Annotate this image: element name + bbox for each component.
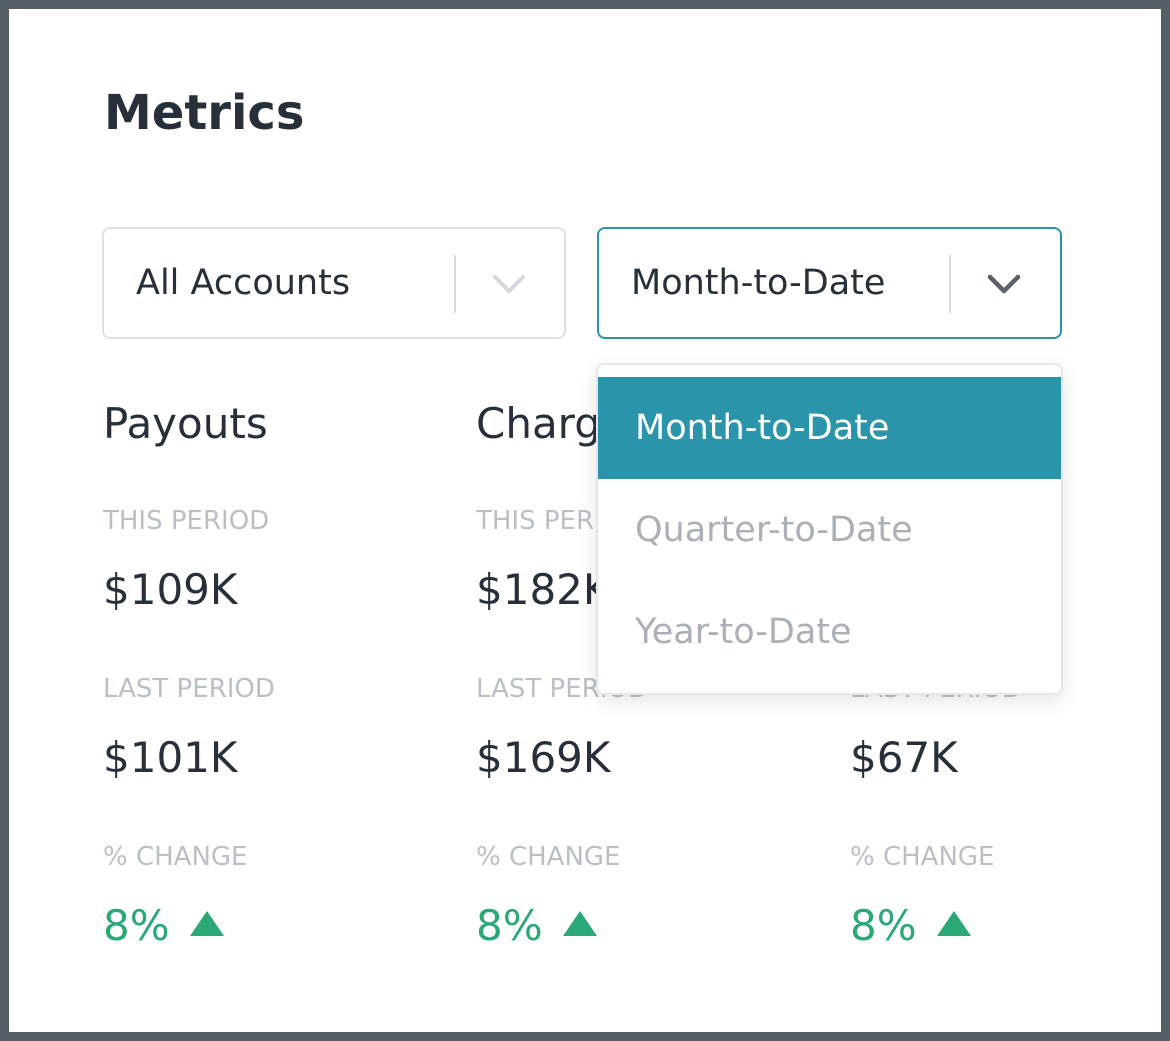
period-option-quarter-to-date[interactable]: Quarter-to-Date: [635, 510, 913, 550]
period-option-year-to-date[interactable]: Year-to-Date: [635, 612, 852, 652]
this-period-label: THIS PERIOD: [103, 506, 270, 536]
period-dropdown-menu: Month-to-Date Quarter-to-Date Year-to-Da…: [596, 363, 1063, 695]
change-value-row: 8%: [476, 898, 597, 954]
change-label: % CHANGE: [850, 842, 995, 872]
last-period-label: LAST PERIOD: [103, 674, 275, 704]
change-value: 8%: [103, 901, 170, 950]
last-period-value: $169K: [476, 733, 611, 782]
metrics-card: Metrics All Accounts Month-to-Date Payou…: [9, 9, 1161, 1032]
period-option-month-to-date[interactable]: Month-to-Date: [598, 377, 1061, 479]
accounts-select[interactable]: All Accounts: [102, 227, 566, 339]
change-value-row: 8%: [103, 898, 224, 954]
triangle-up-icon: [189, 911, 224, 936]
last-period-value: $101K: [103, 733, 238, 782]
metric-title: Payouts: [103, 399, 268, 448]
select-divider: [949, 255, 951, 313]
change-label: % CHANGE: [476, 842, 621, 872]
triangle-up-icon: [936, 911, 971, 936]
period-select-value: Month-to-Date: [631, 263, 886, 303]
triangle-up-icon: [562, 911, 597, 936]
select-divider: [454, 255, 456, 313]
change-value-row: 8%: [850, 898, 971, 954]
last-period-value: $67K: [850, 733, 958, 782]
accounts-select-value: All Accounts: [136, 263, 351, 303]
chevron-down-icon[interactable]: [986, 267, 1022, 299]
change-value: 8%: [850, 901, 917, 950]
page-title: Metrics: [104, 85, 305, 141]
this-period-value: $182K: [476, 565, 611, 614]
chevron-down-icon[interactable]: [491, 267, 527, 299]
change-value: 8%: [476, 901, 543, 950]
change-label: % CHANGE: [103, 842, 248, 872]
period-select[interactable]: Month-to-Date: [597, 227, 1062, 339]
this-period-value: $109K: [103, 565, 238, 614]
